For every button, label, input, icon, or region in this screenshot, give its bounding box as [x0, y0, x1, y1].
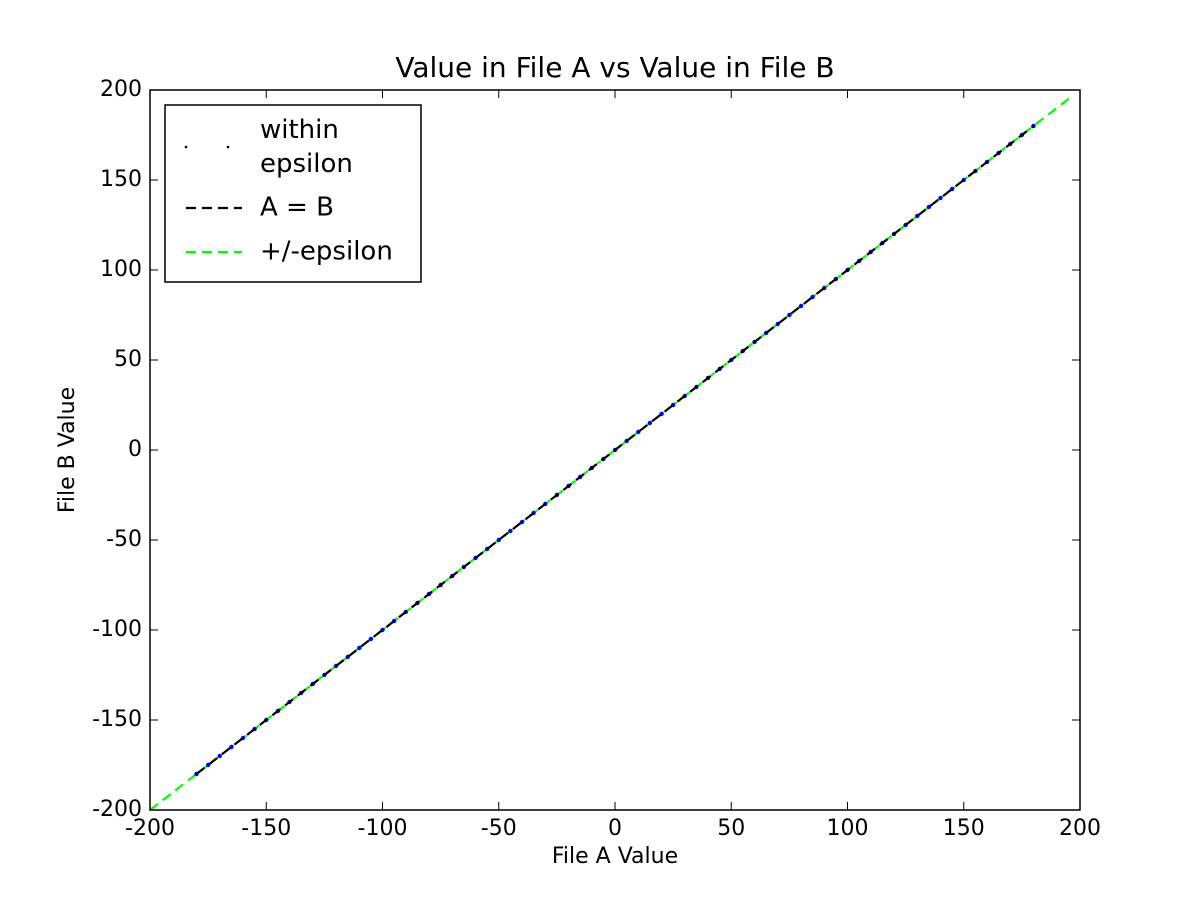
legend: within epsilon A = B +/-epsilon [164, 104, 422, 283]
legend-marker [226, 145, 230, 149]
y-axis-label: File B Value [55, 387, 80, 513]
scatter-point [787, 312, 792, 318]
x-tick-label: 50 [717, 816, 745, 841]
x-tick-label: 100 [827, 816, 869, 841]
x-tick-label: -200 [125, 816, 175, 841]
scatter-point [229, 744, 234, 750]
x-tick-label: -150 [241, 816, 291, 841]
chart-title: Value in File A vs Value in File B [395, 51, 834, 84]
y-tick-label: -150 [92, 707, 142, 732]
scatter-point [659, 411, 664, 417]
scatter-point [496, 537, 501, 543]
y-tick-label: -100 [92, 617, 142, 642]
y-tick-label: 0 [128, 437, 142, 462]
legend-label: within epsilon [260, 115, 353, 179]
x-tick-label: 200 [1059, 816, 1101, 841]
scatter-point [938, 195, 943, 201]
y-tick-label: 100 [100, 257, 142, 282]
y-tick-label: 150 [100, 167, 142, 192]
y-tick-label: 50 [114, 347, 142, 372]
legend-marker [184, 145, 188, 149]
scatter-point [368, 636, 374, 642]
scatter-point [798, 303, 804, 309]
scatter-point [519, 519, 525, 525]
scatter-point [357, 645, 362, 651]
x-tick-label: -50 [481, 816, 517, 841]
y-tick-label: 200 [100, 77, 142, 102]
scatter-point [647, 420, 653, 426]
y-tick-label: -200 [92, 797, 142, 822]
line [195, 125, 1035, 775]
legend-label: A = B [260, 193, 334, 223]
scatter-point [217, 753, 222, 759]
scatter-point [926, 204, 932, 210]
x-axis-label: File A Value [552, 844, 678, 869]
x-tick-label: 0 [608, 816, 622, 841]
legend-label: +/-epsilon [260, 237, 393, 267]
scatter-point [508, 528, 513, 534]
x-tick-label: -100 [358, 816, 408, 841]
x-tick-label: 150 [943, 816, 985, 841]
y-tick-label: -50 [106, 527, 142, 552]
scatter-point [949, 186, 955, 192]
